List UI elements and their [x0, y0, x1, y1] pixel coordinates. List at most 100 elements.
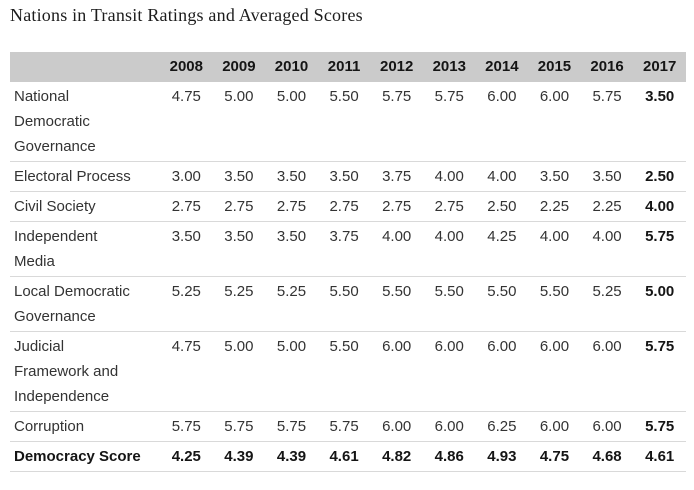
table-row: Democracy Score 4.25 4.39 4.39 4.61 4.82 4.86 4…: [10, 441, 686, 472]
rating-cell: 4.00: [422, 221, 476, 277]
rating-cell: 2.25: [580, 191, 634, 222]
rating-cell: 5.25: [212, 276, 266, 332]
rating-cell: 5.00: [265, 331, 318, 412]
year-column-header: 2013: [422, 52, 476, 82]
rating-cell: 5.50: [475, 276, 529, 332]
rating-cell: 4.00: [633, 191, 686, 222]
corner-cell: [10, 52, 160, 82]
rating-cell: 4.68: [580, 441, 634, 472]
rating-cell: 5.50: [317, 276, 371, 332]
chart-title: Nations in Transit Ratings and Averaged …: [10, 5, 363, 25]
rating-cell: 2.75: [317, 191, 371, 222]
rating-cell: 4.82: [370, 441, 423, 472]
rating-cell: 3.75: [317, 221, 371, 277]
rating-cell: 2.75: [370, 191, 423, 222]
rating-cell: 5.75: [370, 82, 423, 162]
rating-cell: 5.75: [633, 331, 686, 412]
rating-cell: 4.61: [317, 441, 371, 472]
rating-cell: 5.50: [422, 276, 476, 332]
year-column-header: 2014: [475, 52, 529, 82]
rating-cell: 2.25: [528, 191, 581, 222]
rating-cell: 4.75: [160, 331, 213, 412]
rating-cell: 6.25: [475, 411, 529, 442]
rating-cell: 5.75: [212, 411, 266, 442]
row-label: Electoral Process: [10, 161, 160, 192]
rating-cell: 4.39: [212, 441, 266, 472]
rating-cell: 4.25: [475, 221, 529, 277]
rating-cell: 6.00: [422, 331, 476, 412]
rating-cell: 2.75: [422, 191, 476, 222]
year-column-header: 2016: [580, 52, 634, 82]
row-label: Corruption: [10, 411, 160, 442]
table-body: National Democratic Governance 4.75 5.00 5.…: [10, 82, 686, 472]
row-label: Local Democratic Governance: [10, 276, 160, 332]
table-row: Independent Media 3.50 3.50 3.50 3.75 4.00 4.0…: [10, 221, 686, 277]
rating-cell: 2.75: [160, 191, 213, 222]
table-row: Electoral Process 3.00 3.50 3.50 3.50 3.75 4.0…: [10, 161, 686, 192]
rating-cell: 4.00: [475, 161, 529, 192]
rating-cell: 4.75: [160, 82, 213, 162]
rating-cell: 3.50: [212, 221, 266, 277]
ratings-table: 2008 2009 2010 2011 2012 2013 2014 2015 2016 2017…: [10, 52, 686, 472]
rating-cell: 5.00: [212, 82, 266, 162]
table-row: National Democratic Governance 4.75 5.00 5.…: [10, 82, 686, 162]
rating-cell: 5.75: [633, 411, 686, 442]
rating-cell: 6.00: [370, 331, 423, 412]
rating-cell: 6.00: [475, 331, 529, 412]
table-row: Local Democratic Governance 5.25 5.25 5.25 5…: [10, 276, 686, 332]
rating-cell: 4.75: [528, 441, 581, 472]
rating-cell: 4.61: [633, 441, 686, 472]
rating-cell: 5.50: [317, 82, 371, 162]
row-label: National Democratic Governance: [10, 82, 160, 162]
rating-cell: 6.00: [528, 331, 581, 412]
year-column-header: 2012: [370, 52, 423, 82]
rating-cell: 6.00: [422, 411, 476, 442]
rating-cell: 5.25: [580, 276, 634, 332]
year-column-header: 2009: [212, 52, 266, 82]
rating-cell: 3.00: [160, 161, 213, 192]
rating-cell: 4.00: [528, 221, 581, 277]
rating-cell: 4.86: [422, 441, 476, 472]
rating-cell: 3.50: [580, 161, 634, 192]
rating-cell: 4.93: [475, 441, 529, 472]
rating-cell: 3.50: [160, 221, 213, 277]
table-row: Corruption 5.75 5.75 5.75 5.75 6.00 6.00 6.25 6.…: [10, 411, 686, 442]
rating-cell: 5.75: [422, 82, 476, 162]
year-column-header: 2015: [528, 52, 581, 82]
rating-cell: 6.00: [528, 82, 581, 162]
table-header-row: 2008 2009 2010 2011 2012 2013 2014 2015 2016 2017: [10, 52, 686, 82]
rating-cell: 5.00: [212, 331, 266, 412]
rating-cell: 5.00: [265, 82, 318, 162]
table-row: Judicial Framework and Independence 4.75 5…: [10, 331, 686, 412]
rating-cell: 5.25: [265, 276, 318, 332]
row-label: Civil Society: [10, 191, 160, 222]
rating-cell: 6.00: [528, 411, 581, 442]
rating-cell: 6.00: [370, 411, 423, 442]
rating-cell: 5.50: [528, 276, 581, 332]
rating-cell: 5.00: [633, 276, 686, 332]
row-label: Democracy Score: [10, 441, 160, 472]
rating-cell: 5.75: [317, 411, 371, 442]
rating-cell: 5.75: [160, 411, 213, 442]
rating-cell: 2.50: [475, 191, 529, 222]
page: Nations in Transit Ratings and Averaged …: [10, 5, 686, 472]
table-row: Civil Society 2.75 2.75 2.75 2.75 2.75 2.75 2.5…: [10, 191, 686, 222]
year-column-header: 2008: [160, 52, 213, 82]
rating-cell: 2.75: [212, 191, 266, 222]
rating-cell: 6.00: [580, 411, 634, 442]
rating-cell: 4.39: [265, 441, 318, 472]
rating-cell: 4.00: [370, 221, 423, 277]
rating-cell: 4.25: [160, 441, 213, 472]
rating-cell: 6.00: [475, 82, 529, 162]
rating-cell: 3.50: [317, 161, 371, 192]
year-column-header: 2011: [317, 52, 371, 82]
rating-cell: 3.50: [633, 82, 686, 162]
rating-cell: 2.75: [265, 191, 318, 222]
rating-cell: 3.50: [212, 161, 266, 192]
rating-cell: 5.25: [160, 276, 213, 332]
rating-cell: 5.50: [317, 331, 371, 412]
rating-cell: 3.75: [370, 161, 423, 192]
rating-cell: 3.50: [265, 161, 318, 192]
rating-cell: 3.50: [265, 221, 318, 277]
year-column-header: 2017: [633, 52, 686, 82]
